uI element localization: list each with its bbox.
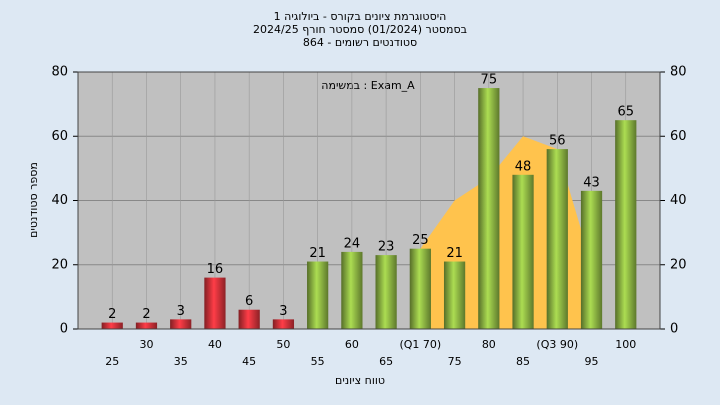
y-tick-label: 60 (51, 129, 68, 144)
bar (615, 120, 637, 329)
chart-subtitle: סטודנטים רשומים - 864 (303, 36, 417, 49)
chart-subtitle: בסמסטר (01/2024) סמסטר חורף 2024/25 (253, 23, 467, 36)
value-label: 3 (279, 304, 287, 319)
value-label: 23 (378, 240, 395, 255)
bar (341, 251, 363, 329)
x-tick-label: 30 (139, 338, 153, 351)
x-tick-label: 60 (345, 338, 359, 351)
value-label: 2 (108, 307, 116, 322)
value-label: 65 (617, 105, 634, 120)
value-label: 3 (177, 304, 185, 319)
annotation: Exam_A : במשימה (321, 79, 415, 92)
bar (238, 309, 260, 329)
x-tick-label: 55 (311, 355, 325, 368)
x-tick-label: 40 (208, 338, 222, 351)
x-tick-label: 25 (105, 355, 119, 368)
x-tick-label: 80 (482, 338, 496, 351)
value-label: 6 (245, 294, 253, 309)
y2-tick-label: 0 (670, 322, 678, 337)
bar (580, 190, 603, 329)
value-label: 48 (515, 159, 532, 174)
y2-tick-label: 80 (670, 65, 687, 80)
value-label: 21 (309, 246, 326, 261)
value-label: 24 (344, 236, 361, 251)
x-tick-label: (Q1 70) (399, 338, 441, 351)
x-tick-label: 75 (448, 355, 462, 368)
x-tick-label: 35 (174, 355, 188, 368)
value-label: 21 (446, 246, 463, 261)
value-label: 75 (481, 73, 498, 88)
value-label: 56 (549, 134, 566, 149)
x-tick-label: 65 (379, 355, 393, 368)
chart-title: היסטוגרמת ציונים בקורס - ביולוגיה 1 (274, 10, 447, 23)
plot-border (77, 71, 661, 330)
value-label: 2 (142, 307, 150, 322)
bar (478, 88, 500, 329)
bar (170, 319, 192, 329)
y2-tick-label: 40 (670, 193, 687, 208)
bar (375, 255, 397, 329)
x-tick-label: 85 (516, 355, 530, 368)
bar (135, 322, 158, 329)
bar (307, 261, 329, 329)
x-tick-label: 100 (615, 338, 636, 351)
y-tick-label: 80 (51, 65, 68, 80)
x-tick-label: 45 (242, 355, 256, 368)
bar (409, 248, 431, 329)
y-tick-label: 40 (51, 193, 68, 208)
bar (443, 261, 466, 329)
y-tick-label: 20 (51, 257, 68, 272)
y-axis-label: מספר סטודנטים (27, 162, 40, 238)
x-tick-label: (Q3 90) (536, 338, 578, 351)
x-tick-label: 95 (585, 355, 599, 368)
bar (272, 319, 295, 329)
bar (546, 149, 568, 329)
bar (204, 277, 226, 329)
y2-tick-label: 20 (670, 257, 687, 272)
y2-tick-label: 60 (670, 129, 687, 144)
x-tick-label: 50 (276, 338, 290, 351)
y-tick-label: 0 (60, 322, 68, 337)
bar (101, 322, 123, 329)
x-axis-label: טווח ציונים (335, 374, 385, 387)
value-label: 43 (583, 175, 600, 190)
value-label: 25 (412, 233, 429, 248)
value-label: 16 (207, 262, 224, 277)
bar (512, 174, 534, 329)
